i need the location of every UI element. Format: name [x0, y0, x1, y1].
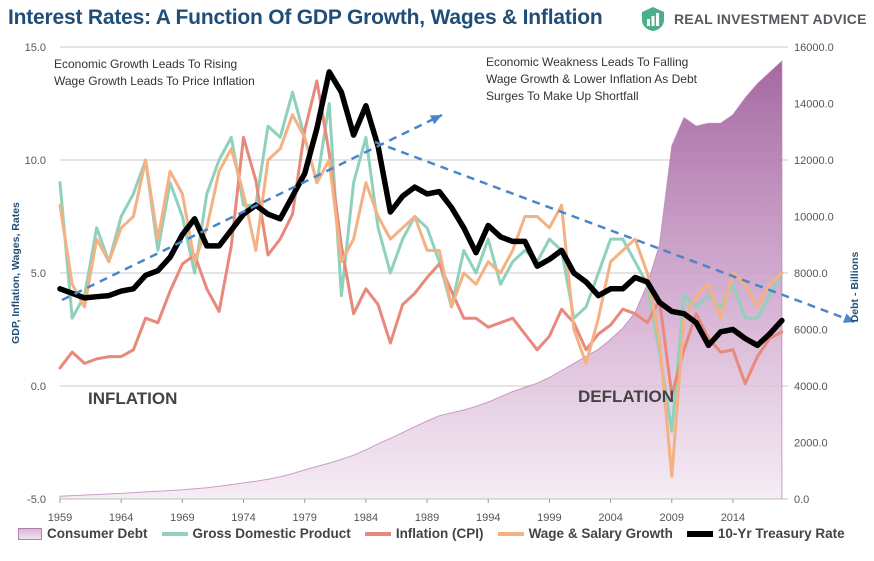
deflation-label: DEFLATION: [578, 387, 674, 406]
y2-tick-label: 10000.0: [794, 212, 834, 224]
annotations: Economic Growth Leads To Rising Wage Grow…: [54, 55, 698, 408]
inflation-label: INFLATION: [88, 389, 177, 408]
legend-label-gdp: Gross Domestic Product: [192, 526, 351, 541]
series-cpi: [58, 79, 784, 397]
legend-swatch-gdp: [161, 531, 188, 536]
legend-swatch-wages: [497, 531, 524, 536]
y2-tick-label: 0.0: [794, 494, 809, 506]
x-tick-label: 1959: [48, 512, 72, 524]
rising-bars-icon: [642, 7, 664, 31]
y-tick-label: 0.0: [31, 381, 46, 393]
series-10yr-treasury: [57, 69, 785, 349]
rising-trend-arrow-head: [429, 115, 442, 125]
legend-swatch-cpi: [364, 531, 391, 536]
x-tick-label: 1974: [231, 512, 255, 524]
x-tick-label: 1994: [476, 512, 500, 524]
series-wages: [58, 113, 784, 478]
rising-trend-arrow: [61, 113, 443, 302]
series-lines: [57, 69, 785, 478]
right-annotation-line: Economic Weakness Leads To Falling: [486, 55, 688, 69]
legend-label-cpi: Inflation (CPI): [395, 526, 484, 541]
left-annotation-line: Wage Growth Leads To Price Inflation: [54, 74, 255, 88]
y2-tick-label: 12000.0: [794, 155, 834, 167]
brand: REAL INVESTMENT ADVICE: [640, 6, 867, 32]
x-tick-label: 1964: [109, 512, 133, 524]
x-tick-label: 1984: [354, 512, 378, 524]
legend-label-treasury: 10-Yr Treasury Rate: [717, 526, 845, 541]
y-tick-label: 5.0: [31, 268, 46, 280]
y2-tick-label: 2000.0: [794, 438, 828, 450]
y-tick-label: 15.0: [25, 42, 46, 54]
series-consumer-debt: [59, 59, 783, 500]
x-tick-label: 1989: [415, 512, 439, 524]
y2-tick-label: 6000.0: [794, 325, 828, 337]
y-tick-label: 10.0: [25, 155, 46, 167]
legend-item-consumer-debt: Consumer Debt: [18, 526, 148, 541]
x-tick-label: 1969: [170, 512, 194, 524]
legend-item-treasury: 10-Yr Treasury Rate: [686, 526, 845, 541]
y2-axis-title: Debt - Billions: [849, 252, 861, 323]
y2-tick-label: 16000.0: [794, 42, 834, 54]
x-tick-label: 1979: [292, 512, 316, 524]
brand-name: REAL INVESTMENT ADVICE: [674, 11, 867, 27]
left-annotation-line: Economic Growth Leads To Rising: [54, 57, 237, 71]
y-axis-title: GDP, Inflation, Wages, Rates: [10, 202, 22, 344]
x-tick-label: 1999: [537, 512, 561, 524]
x-tick-label: 2009: [660, 512, 684, 524]
legend-label-consumer-debt: Consumer Debt: [47, 526, 148, 541]
y-tick-label: -5.0: [27, 494, 46, 506]
legend-swatch-consumer-debt: [18, 527, 42, 540]
right-annotation-line: Surges To Make Up Shortfall: [486, 89, 639, 103]
chart-title: Interest Rates: A Function Of GDP Growth…: [8, 6, 603, 29]
legend-item-gdp: Gross Domestic Product: [161, 526, 351, 541]
legend: Consumer Debt Gross Domestic Product Inf…: [18, 526, 859, 541]
x-tick-label: 2004: [598, 512, 622, 524]
legend-label-wages: Wage & Salary Growth: [528, 526, 673, 541]
legend-item-wages: Wage & Salary Growth: [497, 526, 673, 541]
legend-swatch-treasury: [686, 530, 713, 537]
axes: 15.0 10.0 5.0 0.0 -5.0 16000.0 14000.0 12000.0 1…: [10, 42, 861, 524]
x-tick-label: 2014: [721, 512, 745, 524]
y2-tick-label: 14000.0: [794, 99, 834, 111]
trend-arrows: [61, 113, 856, 324]
falling-trend-arrow: [374, 140, 856, 324]
right-annotation-line: Wage Growth & Lower Inflation As Debt: [486, 72, 698, 86]
falling-trend-arrow-head: [842, 313, 855, 323]
y2-tick-label: 4000.0: [794, 381, 828, 393]
debt-area-layer: [59, 59, 783, 500]
legend-item-cpi: Inflation (CPI): [364, 526, 484, 541]
y2-tick-label: 8000.0: [794, 268, 828, 280]
